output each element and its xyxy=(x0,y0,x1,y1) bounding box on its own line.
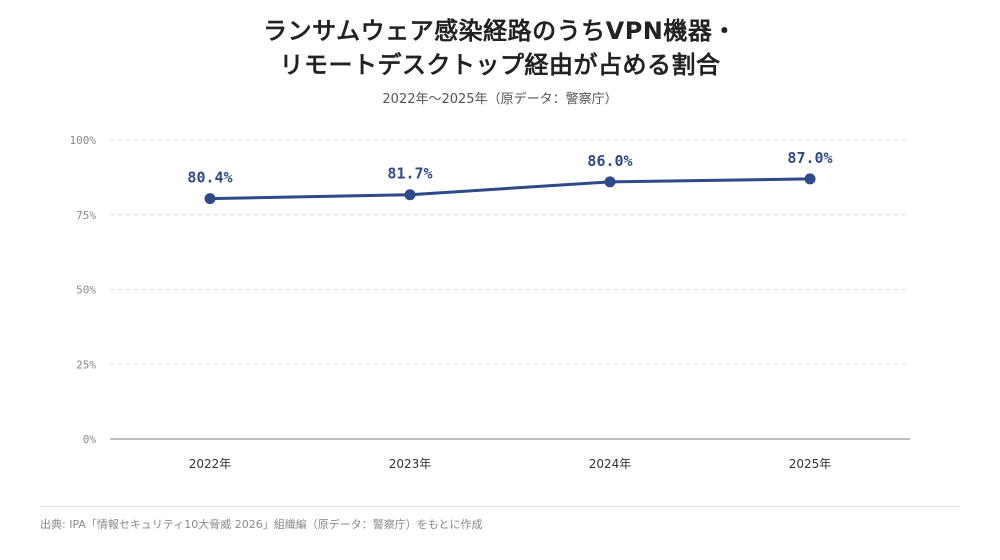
data-label-4: 87.0% xyxy=(787,149,832,167)
chart-title-line-2: リモートデスクトップ経由が占める割合 xyxy=(279,51,721,79)
y-tick-label: 25% xyxy=(76,358,96,371)
chart-title-line-1: ランサムウェア感染経路のうちVPN機器・ xyxy=(263,17,737,45)
y-tick-label: 50% xyxy=(76,284,96,297)
data-label-1: 80.4% xyxy=(187,169,232,187)
chart-header: ランサムウェア感染経路のうちVPN機器・ リモートデスクトップ経由が占める割合 … xyxy=(0,14,1000,107)
data-label-2: 81.7% xyxy=(387,165,432,183)
y-tick-label: 75% xyxy=(76,209,96,222)
chart-subtitle: 2022年〜2025年（原データ：警察庁） xyxy=(382,92,618,107)
x-tick-label: 2023年 xyxy=(389,457,432,471)
source-note: 出典: IPA「情報セキュリティ10大脅威 2026」組織編（原データ：警察庁）… xyxy=(40,506,960,532)
data-label-3: 86.0% xyxy=(587,152,632,170)
data-point-3[interactable] xyxy=(604,176,616,188)
line-chart: 0% 25% 50% 75% 100% 2022年 2023年 2024年 2025年 80.4%… xyxy=(70,134,910,471)
data-point-2[interactable] xyxy=(404,189,416,201)
data-point-1[interactable] xyxy=(204,193,216,205)
x-tick-label: 2025年 xyxy=(789,457,832,471)
y-tick-label: 100% xyxy=(70,134,97,147)
y-tick-label: 0% xyxy=(83,433,97,446)
x-tick-label: 2022年 xyxy=(189,457,232,471)
series-line xyxy=(208,177,812,201)
x-tick-label: 2024年 xyxy=(589,457,632,471)
data-point-4[interactable] xyxy=(804,173,816,185)
